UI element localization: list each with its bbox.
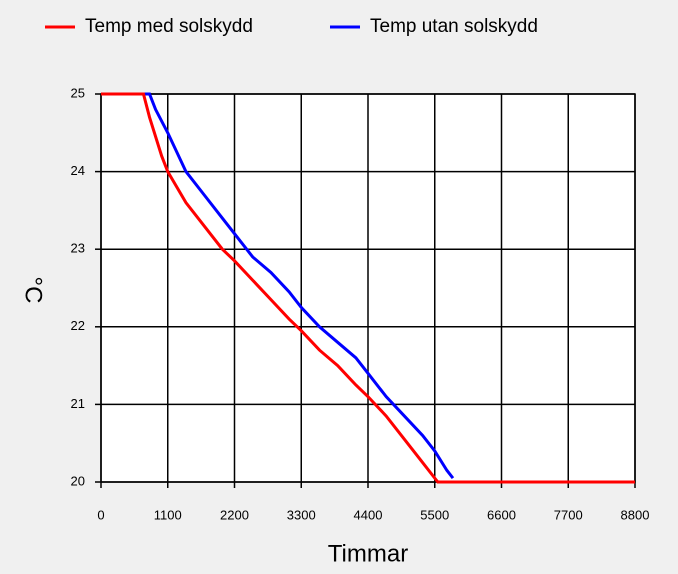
x-tick-label: 3300 <box>287 507 316 522</box>
y-tick-label: 21 <box>71 396 85 411</box>
x-tick-label: 8800 <box>621 507 650 522</box>
legend-label: Temp med solskydd <box>85 16 253 37</box>
y-tick-label: 25 <box>71 85 85 100</box>
x-tick-label: 0 <box>97 507 104 522</box>
y-tick-label: 24 <box>71 163 85 178</box>
x-tick-label: 2200 <box>220 507 249 522</box>
plot-border <box>100 93 636 483</box>
legend-label: Temp utan solskydd <box>370 16 538 37</box>
y-tick-label: 23 <box>71 241 85 256</box>
x-tick-label: 1100 <box>154 507 182 522</box>
x-tick-label: 6600 <box>487 507 516 522</box>
x-tick-label: 7700 <box>554 507 583 522</box>
line <box>101 92 635 484</box>
line <box>101 92 455 480</box>
x-axis-label: Timmar <box>328 540 408 567</box>
y-tick-label: 20 <box>71 473 85 488</box>
y-tick-label: 22 <box>71 318 85 333</box>
x-tick-label: 5500 <box>420 507 449 522</box>
y-axis-label: °C <box>20 277 47 304</box>
x-tick-label: 4400 <box>354 507 383 522</box>
